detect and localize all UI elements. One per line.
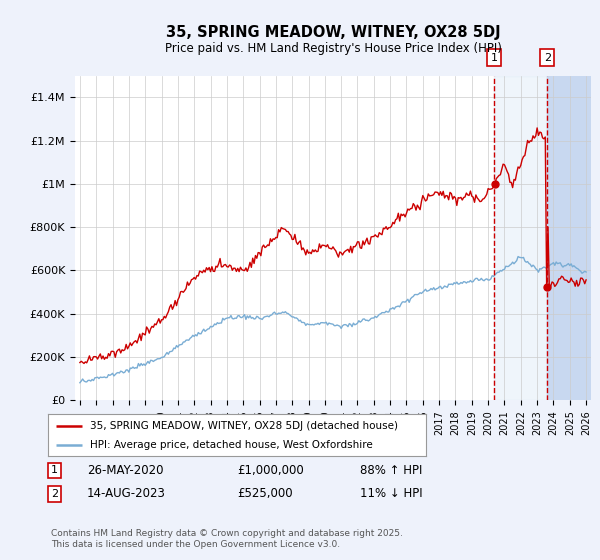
Text: 1: 1 (491, 53, 498, 63)
Text: 88% ↑ HPI: 88% ↑ HPI (360, 464, 422, 477)
Text: 14-AUG-2023: 14-AUG-2023 (87, 487, 166, 501)
Bar (547, 76, 594, 400)
Text: Price paid vs. HM Land Registry's House Price Index (HPI): Price paid vs. HM Land Registry's House … (164, 42, 502, 55)
Text: 11% ↓ HPI: 11% ↓ HPI (360, 487, 422, 501)
Text: £525,000: £525,000 (237, 487, 293, 501)
Text: 35, SPRING MEADOW, WITNEY, OX28 5DJ (detached house): 35, SPRING MEADOW, WITNEY, OX28 5DJ (det… (89, 421, 398, 431)
Text: 2: 2 (51, 489, 58, 499)
Text: 35, SPRING MEADOW, WITNEY, OX28 5DJ: 35, SPRING MEADOW, WITNEY, OX28 5DJ (166, 25, 500, 40)
Text: £1,000,000: £1,000,000 (237, 464, 304, 477)
Text: 26-MAY-2020: 26-MAY-2020 (87, 464, 163, 477)
Text: 2: 2 (544, 53, 551, 63)
Text: 1: 1 (51, 465, 58, 475)
Text: Contains HM Land Registry data © Crown copyright and database right 2025.
This d: Contains HM Land Registry data © Crown c… (51, 529, 403, 549)
Text: HPI: Average price, detached house, West Oxfordshire: HPI: Average price, detached house, West… (89, 440, 373, 450)
Bar (494, 76, 547, 400)
